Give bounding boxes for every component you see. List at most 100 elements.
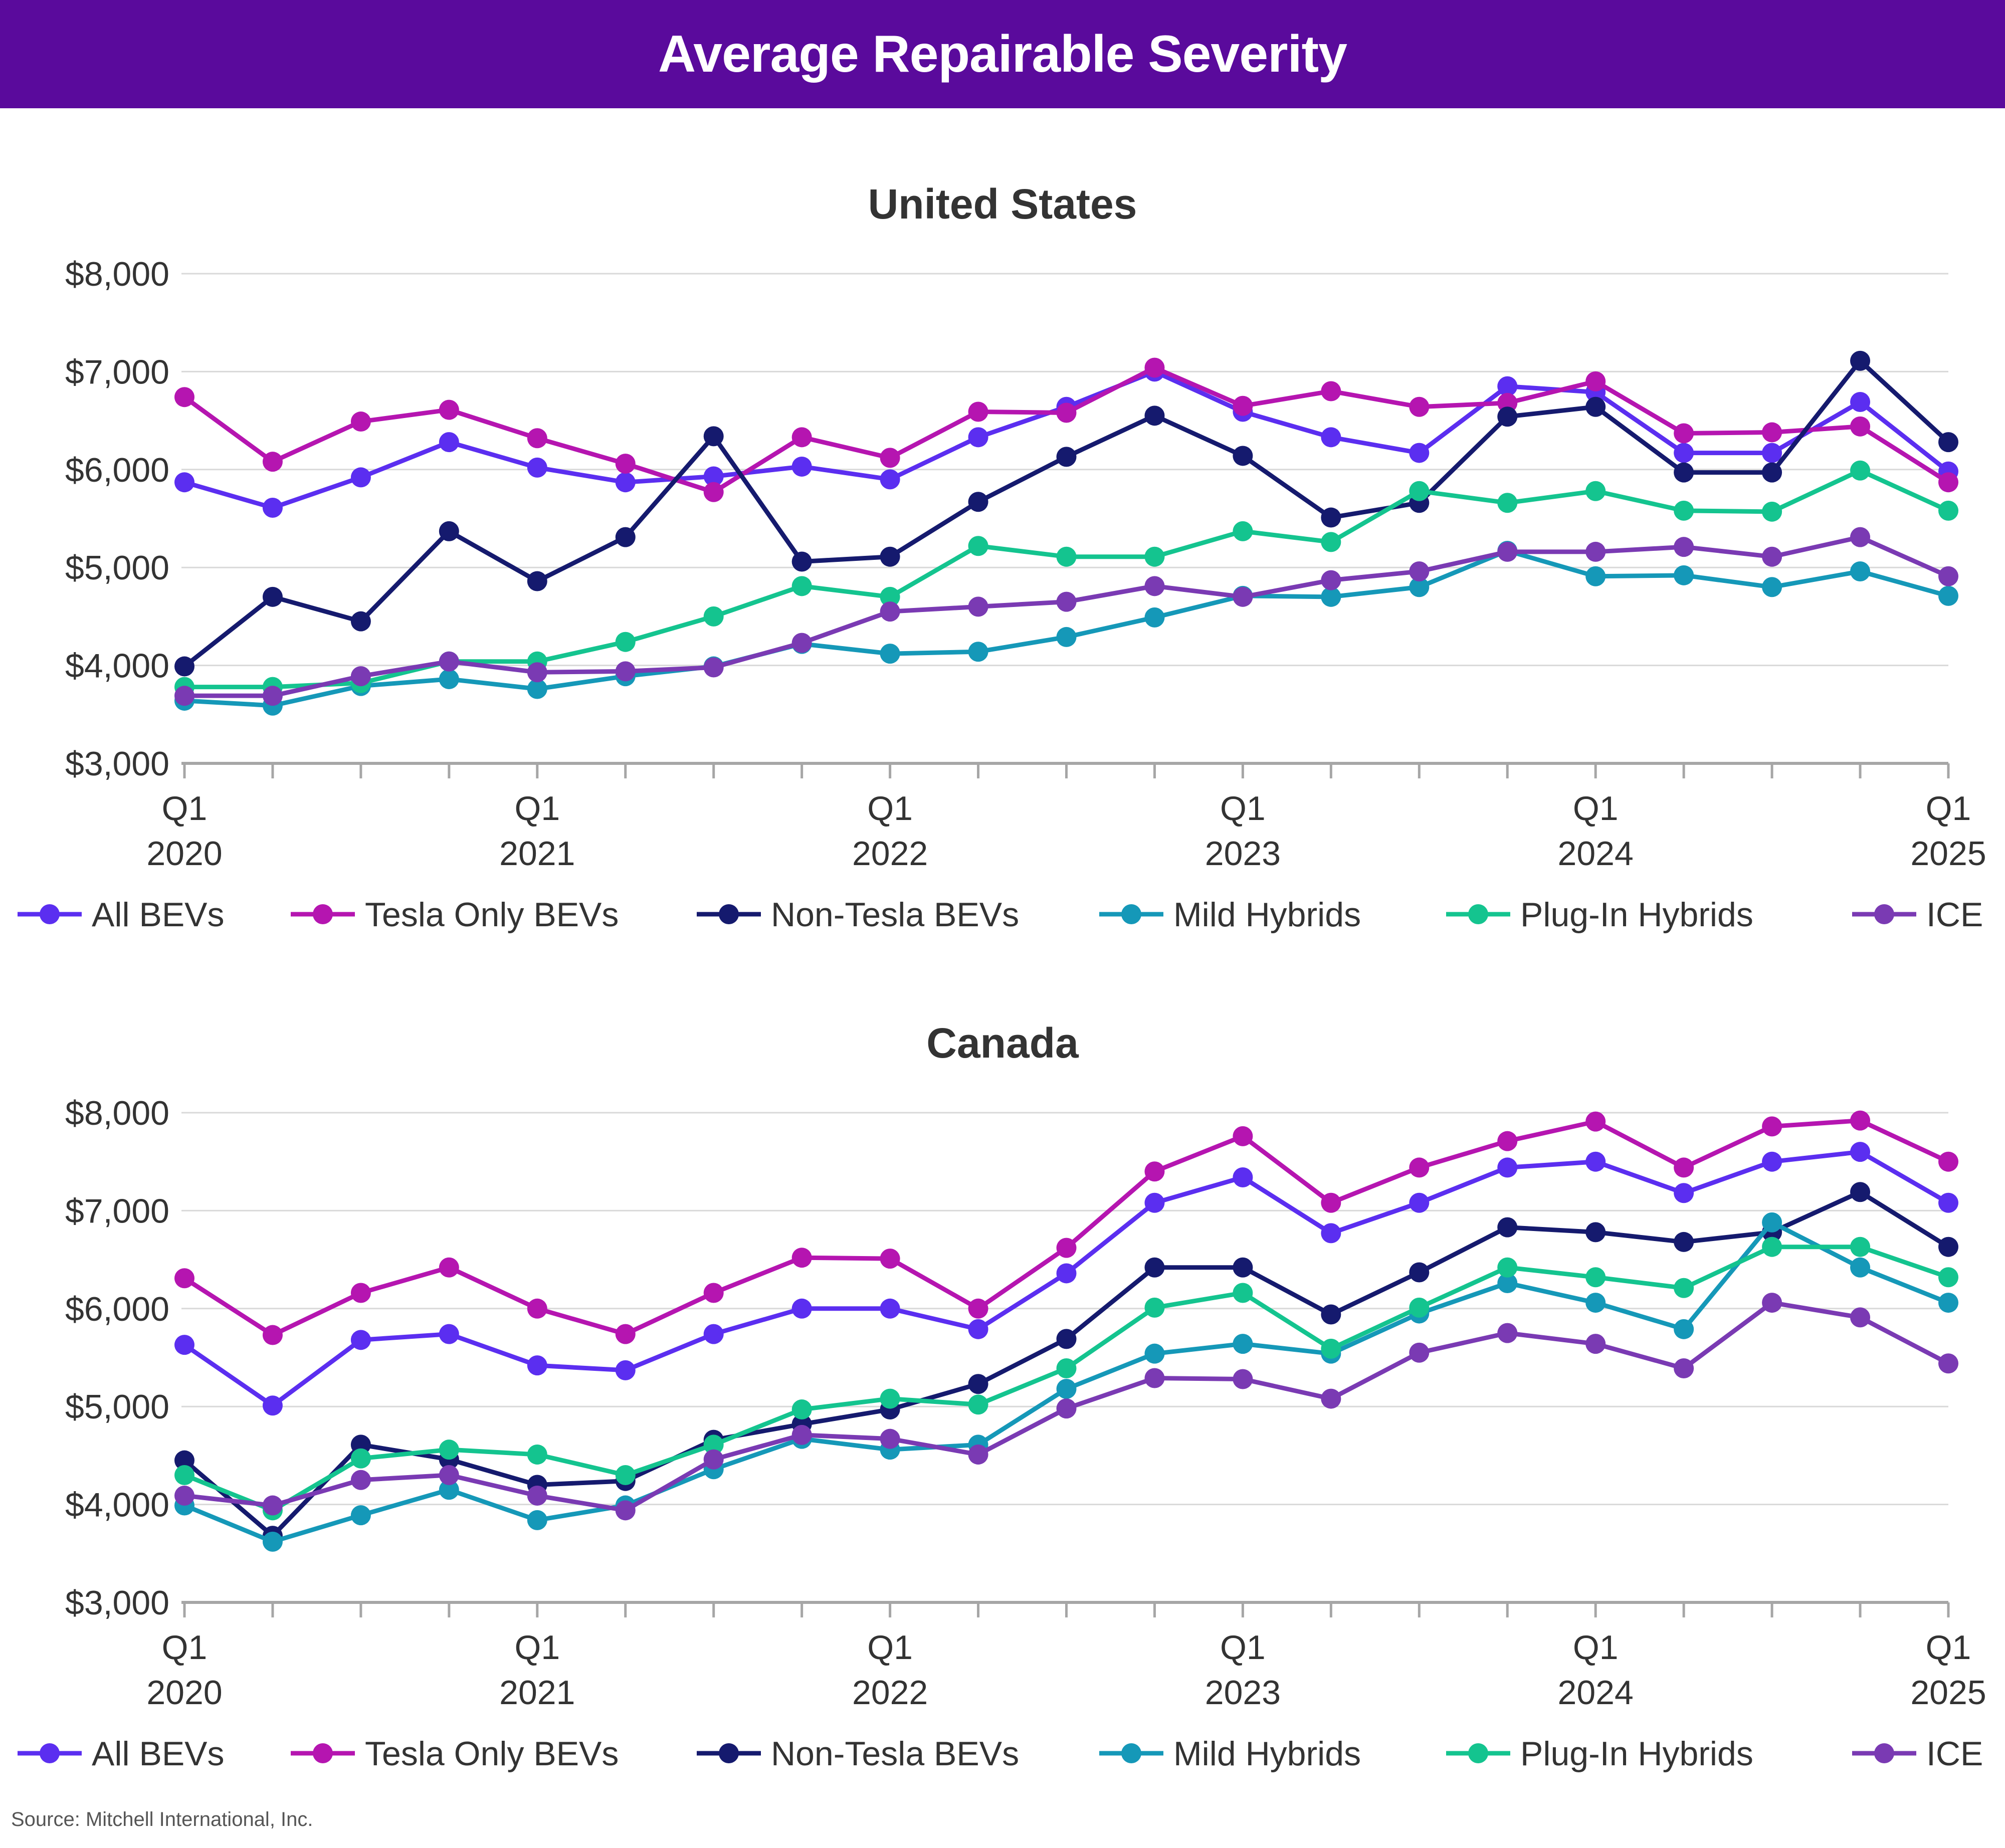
data-point [968,1394,988,1415]
x-tick-label-quarter: Q1 [514,789,560,828]
data-point [1674,500,1694,521]
data-point [1409,561,1430,582]
data-point [1762,422,1782,443]
legend-label: All BEVs [92,1735,225,1773]
legend-label: ICE [1926,896,1983,934]
data-point [1233,1283,1253,1303]
data-point [350,666,371,687]
data-point [1938,1267,1958,1288]
data-point [1850,527,1871,547]
legend-swatch-marker [313,1743,333,1763]
data-point [1762,462,1782,483]
us-chart: United States $3,000 $4,000 $5,000 $6,000 $7,… [18,180,1986,934]
data-point [1762,1151,1782,1172]
data-point [1674,1358,1694,1378]
x-tick-label-year: 2022 [852,1674,928,1712]
data-point [1850,1237,1871,1257]
legend-item-plug-in-hybrids: Plug-In Hybrids [1446,896,1753,934]
data-point [880,1298,900,1319]
data-point [1321,570,1341,590]
data-point [1409,1297,1430,1318]
data-point [968,1374,988,1394]
data-point [1144,1161,1165,1182]
data-point [1850,1142,1871,1162]
data-point [1321,532,1341,552]
data-point [968,492,988,512]
legend-label: ICE [1926,1735,1983,1773]
y-tick-label: $3,000 [65,1584,169,1622]
data-point [615,661,636,682]
data-point [1674,1183,1694,1203]
data-point [350,1434,371,1455]
x-tick-label-quarter: Q1 [1573,1628,1619,1667]
data-point [1938,1353,1958,1374]
data-point [1674,423,1694,444]
data-point [1056,546,1077,567]
data-point [1144,1257,1165,1278]
data-point [1409,443,1430,463]
data-point [791,1248,812,1268]
data-point [1850,561,1871,582]
series-tesla-only-bevs [174,357,1958,502]
data-point [968,1319,988,1339]
legend-label: Plug-In Hybrids [1520,896,1753,934]
data-point [1762,1293,1782,1313]
data-point [262,1325,283,1345]
data-point [1233,1369,1253,1389]
data-point [1850,1257,1871,1278]
data-point [968,401,988,422]
data-point [1233,1126,1253,1146]
data-point [703,1449,724,1470]
data-point [1056,627,1077,647]
data-point [439,399,459,420]
data-point [1409,1192,1430,1213]
data-point [1497,376,1518,396]
data-point [1409,481,1430,501]
x-tick-label-quarter: Q1 [1220,789,1266,828]
series-ice [174,527,1958,706]
x-tick-label-quarter: Q1 [1220,1628,1266,1667]
data-point [439,1324,459,1344]
data-point [1144,546,1165,567]
data-point [527,662,547,683]
data-point [1056,591,1077,612]
data-point [1585,566,1606,586]
x-tick-label-quarter: Q1 [162,789,208,828]
data-point [1938,1293,1958,1313]
data-point [615,472,636,493]
data-point [1850,1110,1871,1131]
legend: All BEVs Tesla Only BEVs Non-Tesla BEVs Mil… [18,1735,1983,1773]
data-point [703,482,724,502]
data-point [1321,1388,1341,1409]
data-point [1585,541,1606,562]
data-point [1585,1293,1606,1313]
data-point [968,427,988,448]
canada-chart: Canada $3,000 $4,000 $5,000 $6,000 $7,000 $8,0… [18,1019,1986,1773]
legend-label: All BEVs [92,896,225,934]
data-point [350,1283,371,1303]
data-point [1674,1278,1694,1298]
data-point [1938,1192,1958,1213]
data-point [174,686,194,706]
legend-item-plug-in-hybrids: Plug-In Hybrids [1446,1735,1753,1773]
data-point [1938,585,1958,606]
data-point [1056,402,1077,423]
data-point [1409,1262,1430,1283]
data-point [1321,427,1341,448]
x-tick-label-year: 2022 [852,835,928,873]
data-point [174,656,194,677]
data-point [1233,395,1253,416]
data-point [350,611,371,632]
data-point [1674,537,1694,557]
series-plug-in-hybrids [174,1237,1958,1521]
data-point [1321,507,1341,528]
data-point [439,1440,459,1460]
data-point [527,428,547,449]
data-point [1938,1237,1958,1257]
data-point [439,669,459,689]
data-point [1762,1212,1782,1233]
data-point [1233,1334,1253,1354]
x-tick-label-year: 2021 [499,1674,575,1712]
chart-title: Canada [926,1019,1079,1067]
x-tick-label-year: 2024 [1558,1674,1634,1712]
